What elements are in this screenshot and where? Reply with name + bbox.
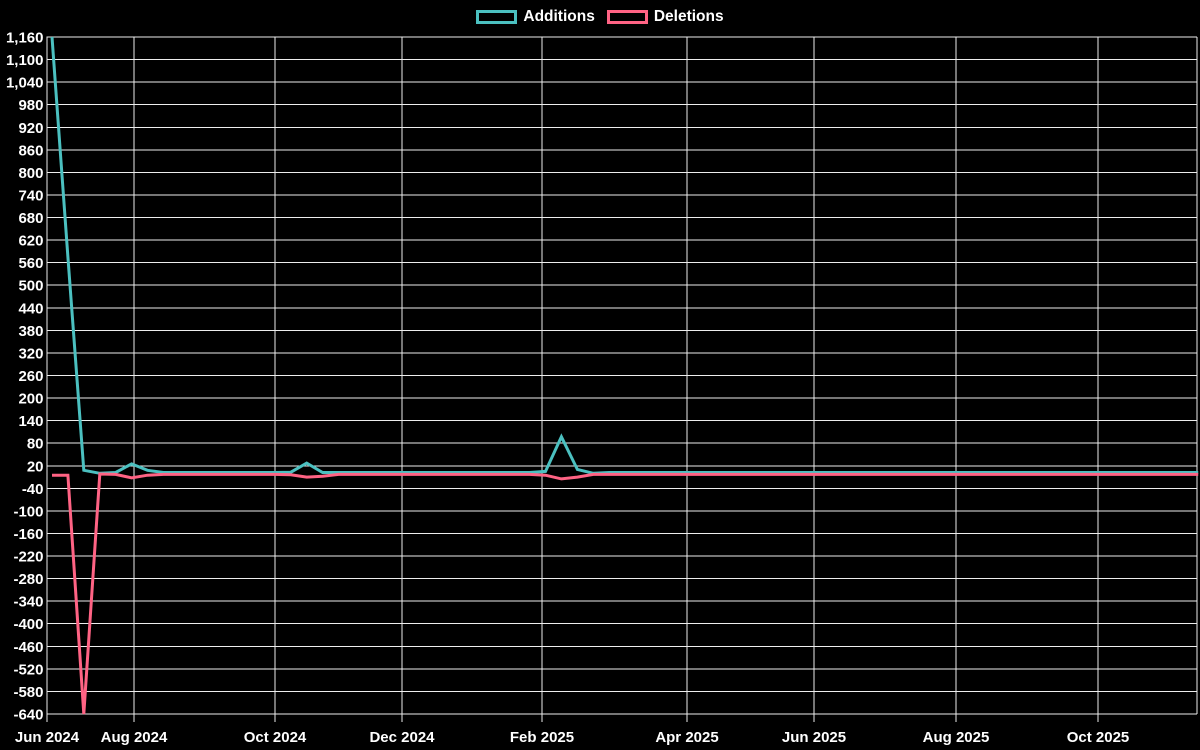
y-tick-label: 320 xyxy=(18,345,43,362)
x-tick-label: Oct 2025 xyxy=(1067,729,1130,746)
y-tick-label: 740 xyxy=(18,188,43,205)
x-tick-label: Aug 2024 xyxy=(101,729,168,746)
y-tick-label: 1,160 xyxy=(6,30,44,47)
legend-item-additions[interactable]: Additions xyxy=(476,8,595,25)
y-tick-label: -580 xyxy=(13,684,43,701)
y-tick-label: -340 xyxy=(13,594,43,611)
y-tick-label: -400 xyxy=(13,616,43,633)
y-tick-label: 620 xyxy=(18,233,43,250)
y-tick-label: -520 xyxy=(13,661,43,678)
additions-swatch-icon xyxy=(476,9,518,24)
y-tick-label: 920 xyxy=(18,120,43,137)
y-tick-label: 200 xyxy=(18,391,43,408)
y-tick-label: 20 xyxy=(27,458,44,475)
x-grid-and-labels: Jun 2024 Aug 2024 Oct 2024 Dec 2024 Feb 2025… xyxy=(15,37,1198,746)
y-tick-label: 80 xyxy=(27,436,44,453)
deletions-swatch-icon xyxy=(606,9,648,24)
chart-legend: Additions Deletions xyxy=(0,9,1200,25)
y-tick-label: 140 xyxy=(18,413,43,430)
x-tick-label: Aug 2025 xyxy=(923,729,990,746)
legend-item-deletions[interactable]: Deletions xyxy=(606,8,724,25)
y-tick-label: 800 xyxy=(18,165,43,182)
y-tick-label: 680 xyxy=(18,210,43,227)
y-tick-label: 380 xyxy=(18,323,43,340)
deletions-line xyxy=(52,472,1199,715)
y-tick-label: -160 xyxy=(13,526,43,543)
y-tick-label: 260 xyxy=(18,368,43,385)
x-tick-label: Jun 2025 xyxy=(782,729,846,746)
y-tick-label: -220 xyxy=(13,549,43,566)
y-tick-label: 1,100 xyxy=(6,52,44,69)
y-tick-label: -640 xyxy=(13,707,43,724)
y-tick-label: -100 xyxy=(13,503,43,520)
y-grid-and-labels: 1,160 1,100 1,040 980 920 860 800 740 680 620 560 5… xyxy=(6,30,1197,724)
x-tick-label: Oct 2024 xyxy=(244,729,307,746)
y-tick-label: 980 xyxy=(18,97,43,114)
additions-line xyxy=(50,36,1199,475)
y-tick-label: 500 xyxy=(18,278,43,295)
x-tick-label: Jun 2024 xyxy=(15,729,80,746)
y-tick-label: -460 xyxy=(13,639,43,656)
x-tick-label: Feb 2025 xyxy=(510,729,574,746)
x-tick-label: Dec 2024 xyxy=(369,729,435,746)
additions-legend-label: Additions xyxy=(523,8,595,25)
y-tick-label: -280 xyxy=(13,571,43,588)
y-tick-label: 1,040 xyxy=(6,75,44,92)
y-tick-label: 860 xyxy=(18,142,43,159)
deletions-legend-label: Deletions xyxy=(653,8,724,25)
y-tick-label: 440 xyxy=(18,300,43,317)
y-tick-label: 560 xyxy=(18,255,43,272)
series-lines xyxy=(50,36,1199,715)
x-tick-label: Apr 2025 xyxy=(655,729,718,746)
y-tick-label: -40 xyxy=(22,481,44,498)
